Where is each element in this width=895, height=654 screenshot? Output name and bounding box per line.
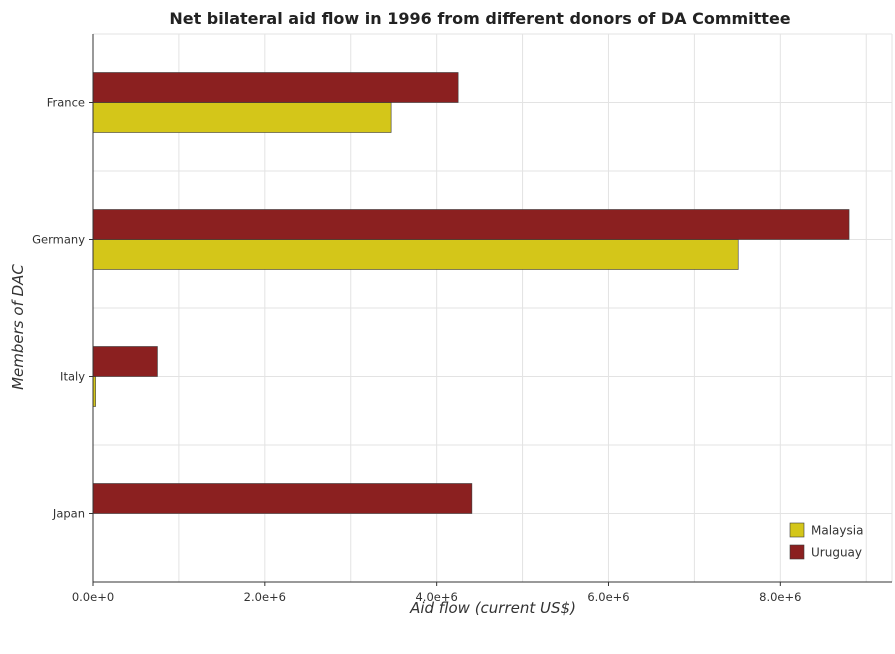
bars <box>92 72 850 514</box>
legend-label-uruguay: Uruguay <box>811 546 862 560</box>
y-axis-label: Members of DAC <box>9 264 27 390</box>
x-tick-label: 2.0e+6 <box>244 590 286 604</box>
bar-uruguay-germany <box>92 209 850 240</box>
legend: Malaysia Uruguay <box>789 522 863 560</box>
legend-swatch-malaysia <box>789 522 805 538</box>
x-tick-label: 6.0e+6 <box>587 590 629 604</box>
bar-uruguay-italy <box>92 346 158 377</box>
bar-malaysia-france <box>92 102 392 133</box>
x-tick-label: 8.0e+6 <box>759 590 801 604</box>
axes: 0.0e+0 2.0e+6 4.0e+6 6.0e+6 8.0e+6 France Germ… <box>32 34 892 604</box>
x-axis-label: Aid flow (current US$) <box>409 599 576 617</box>
chart-title: Net bilateral aid flow in 1996 from diff… <box>169 9 790 28</box>
y-tick-label: France <box>47 96 85 110</box>
bar-malaysia-germany <box>92 239 739 270</box>
bar-uruguay-japan <box>92 483 473 514</box>
y-tick-label: Japan <box>52 507 85 521</box>
x-tick-label: 4.0e+6 <box>415 590 457 604</box>
y-tick-label: Germany <box>32 233 85 247</box>
legend-swatch-uruguay <box>789 544 805 560</box>
x-tick-label: 0.0e+0 <box>72 590 114 604</box>
bar-uruguay-france <box>92 72 459 103</box>
y-tick-label: Italy <box>60 370 85 384</box>
legend-label-malaysia: Malaysia <box>811 524 863 538</box>
